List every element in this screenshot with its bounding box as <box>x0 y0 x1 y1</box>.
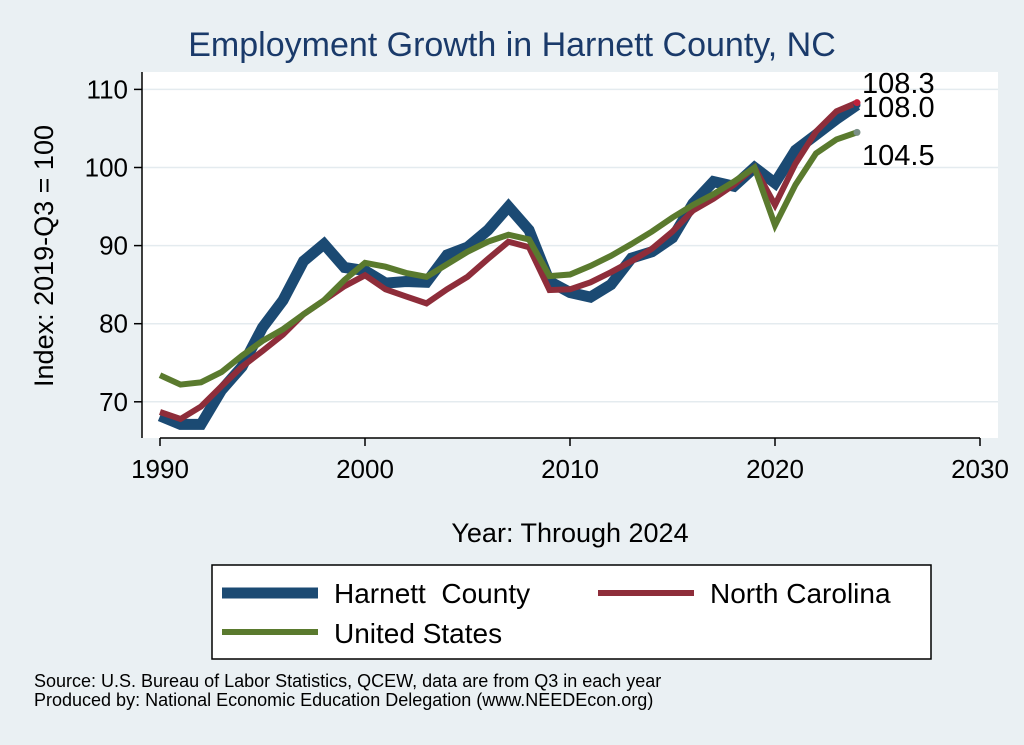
source-line: Source: U.S. Bureau of Labor Statistics,… <box>34 671 662 691</box>
series-line-3 <box>158 129 858 388</box>
legend-label-3: United States <box>334 618 502 649</box>
plot-area <box>142 72 998 438</box>
y-tick-label: 70 <box>99 387 128 417</box>
source-note: Source: U.S. Bureau of Labor Statistics,… <box>34 672 661 710</box>
x-tick-label: 2010 <box>541 454 599 484</box>
legend-box <box>211 564 932 660</box>
end-label: 108.3 <box>862 68 935 100</box>
y-tick-label: 90 <box>99 231 128 261</box>
y-tick-label: 110 <box>87 74 128 104</box>
x-tick-label: 2000 <box>336 454 394 484</box>
y-tick-label: 100 <box>85 153 128 183</box>
x-tick-label: 2020 <box>746 454 804 484</box>
legend-label-2: North Carolina <box>710 578 891 609</box>
producer-line: Produced by: National Economic Education… <box>34 690 654 710</box>
chart-title: Employment Growth in Harnett County, NC <box>188 26 836 64</box>
end-point-2 <box>853 99 861 107</box>
y-tick-label: 80 <box>99 309 128 339</box>
x-axis-title: Year: Through 2024 <box>451 518 688 548</box>
x-tick-label: 1990 <box>131 454 189 484</box>
y-axis-title: Index: 2019-Q3 = 100 <box>29 125 59 387</box>
x-tick-label: 2030 <box>951 454 1009 484</box>
end-point-3 <box>853 128 861 136</box>
end-label: 108.0 <box>862 92 935 124</box>
legend-label-1: Harnett County <box>334 578 530 609</box>
end-label: 104.5 <box>862 140 935 172</box>
